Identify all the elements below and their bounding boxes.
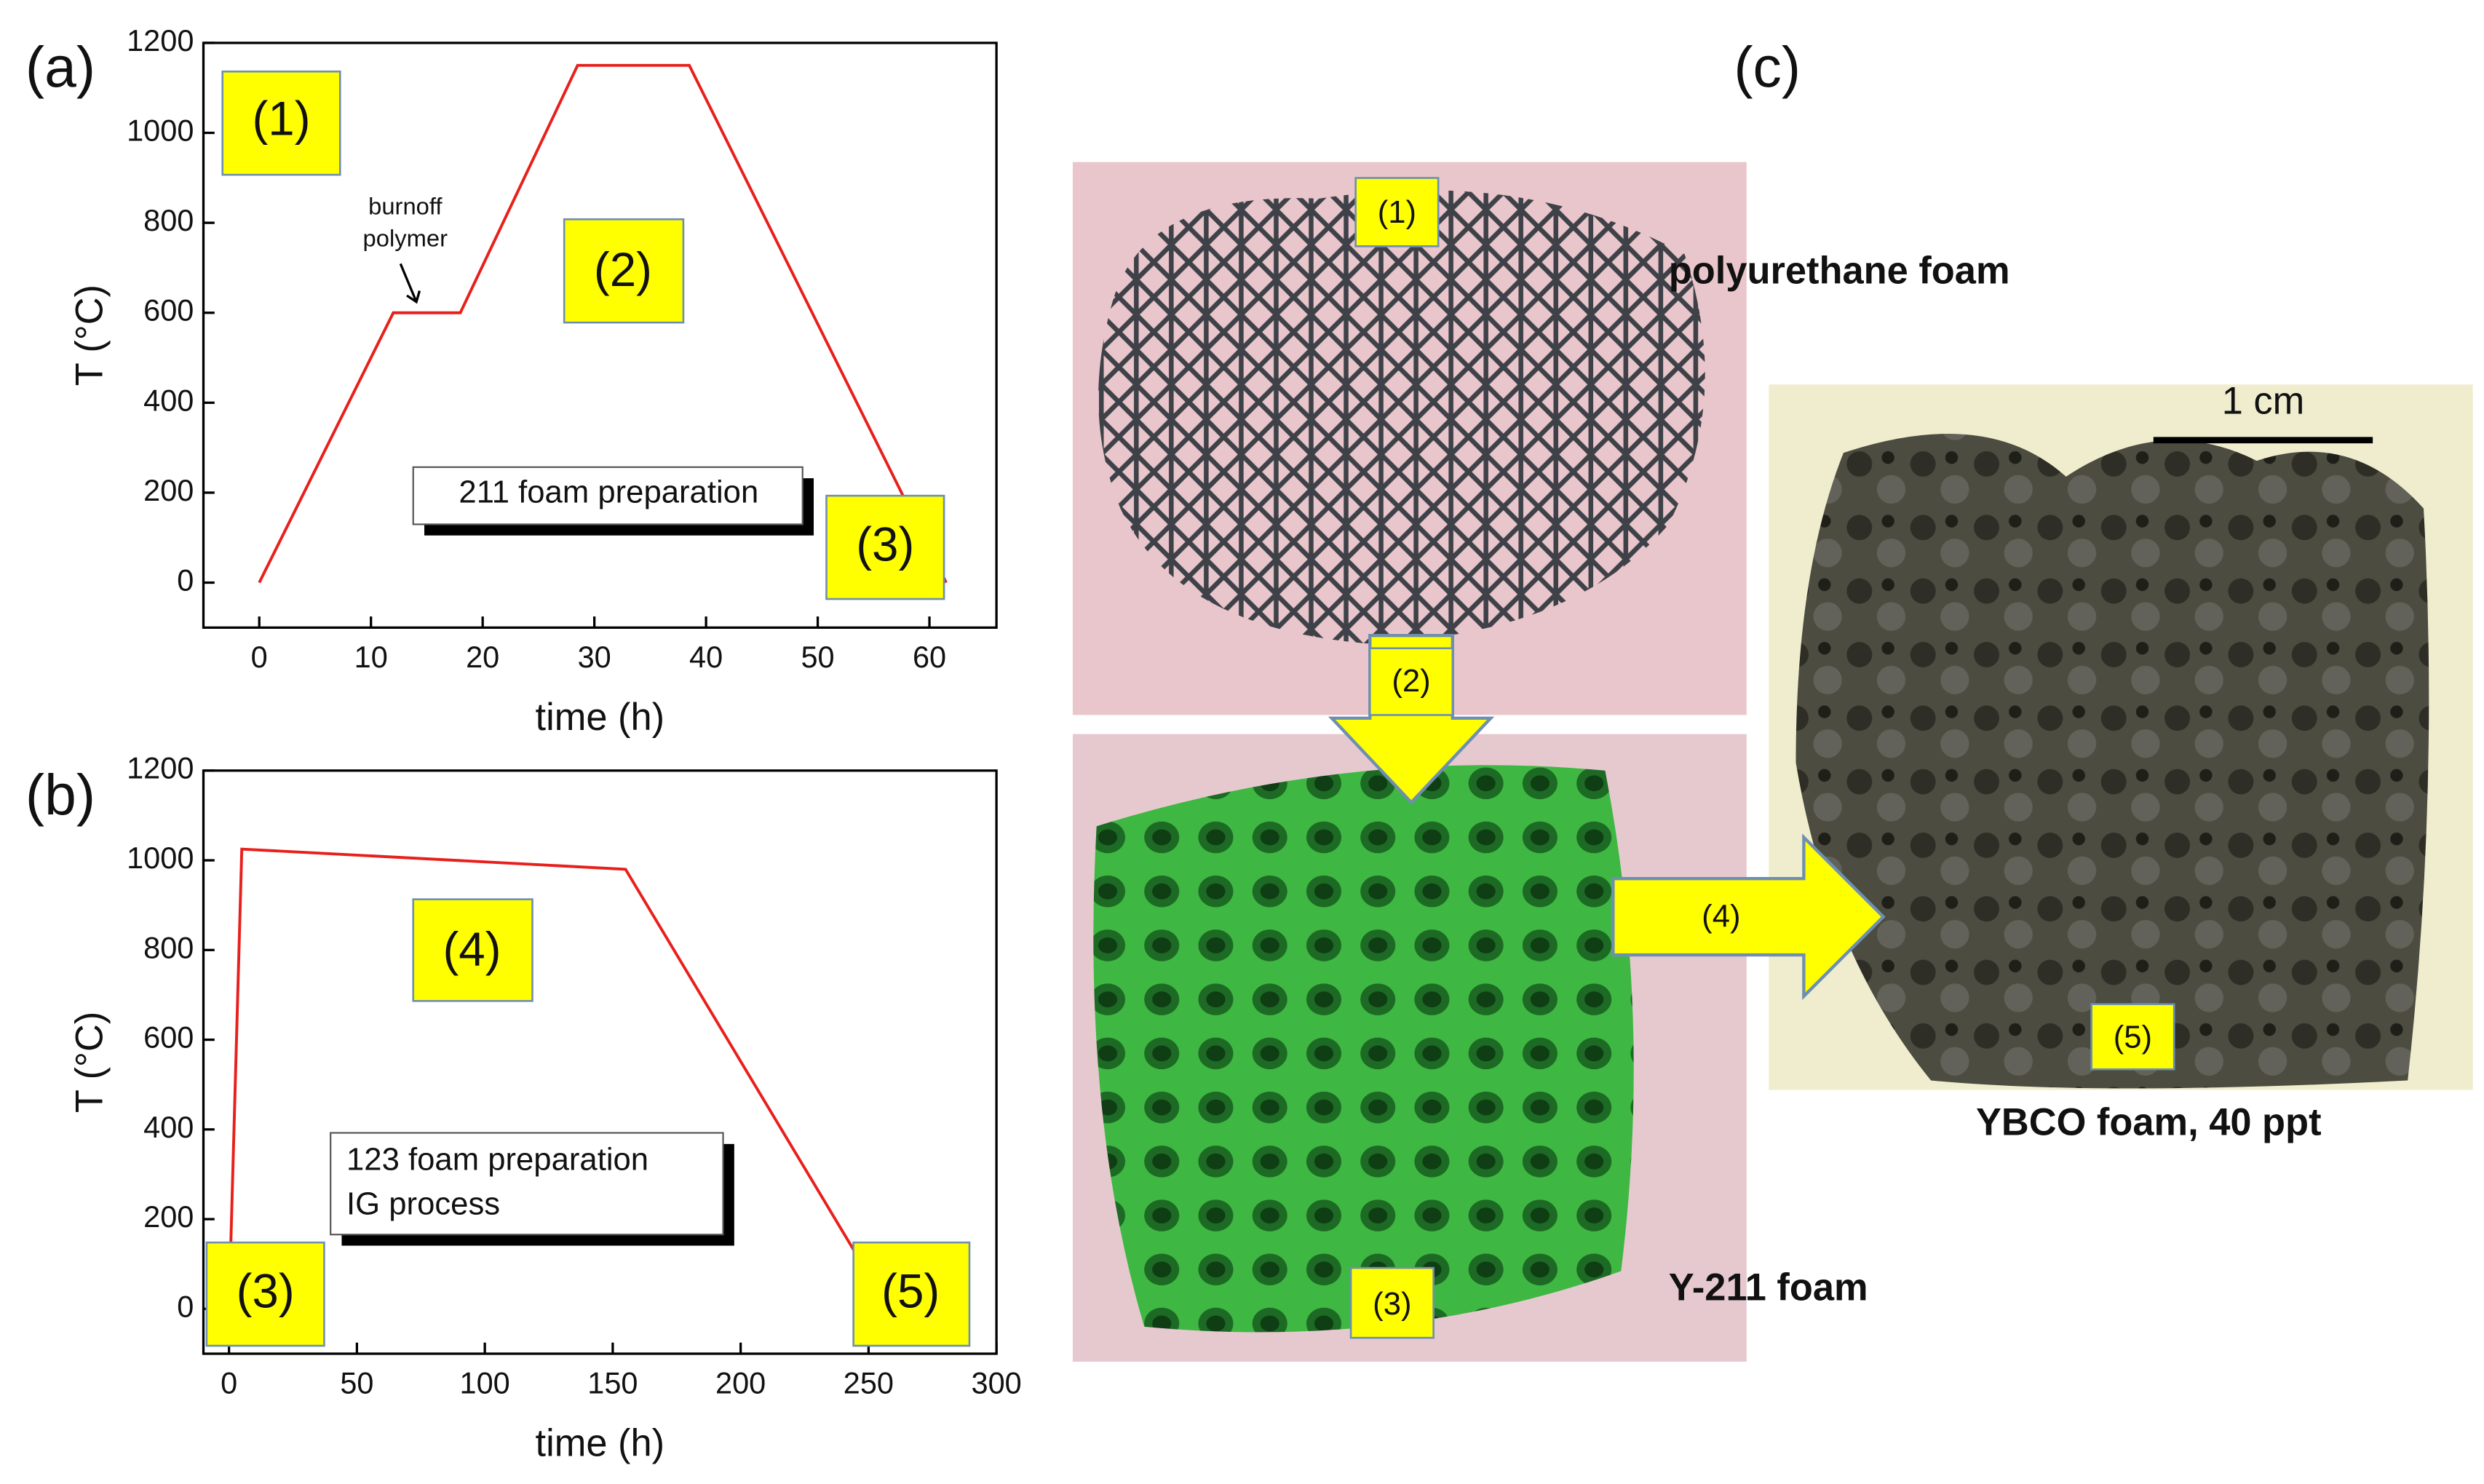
annotation: (3): [856, 517, 914, 571]
annotation-box: [412, 466, 803, 525]
annotation-box: [330, 1132, 724, 1236]
annotation: IG process: [346, 1186, 500, 1221]
annotation-box: [825, 494, 945, 600]
y-axis-title: T (°C): [68, 285, 111, 386]
annotation: 123 foam preparation: [346, 1141, 648, 1177]
step-box: [1349, 1266, 1435, 1339]
annotation-box: [221, 70, 341, 176]
caption: YBCO foam, 40 ppt: [1976, 1101, 2322, 1143]
x-tick-label: 50: [801, 640, 835, 674]
arrow-right: [1611, 833, 1886, 1001]
photo-group: [1072, 162, 2473, 1362]
step-label: (4): [1702, 898, 1740, 934]
x-tick-label: 60: [913, 640, 946, 674]
caption: polyurethane foam: [1669, 250, 2010, 292]
y-tick-label: 1200: [127, 23, 194, 57]
annotation: polymer: [363, 224, 448, 251]
photo-y211: [1093, 765, 1634, 1333]
step-label: (3): [1373, 1286, 1411, 1322]
x-tick-label: 30: [578, 640, 611, 674]
y-tick-label: 400: [143, 383, 194, 417]
annotation: 211 foam preparation: [459, 474, 758, 509]
x-tick-label: 10: [354, 640, 388, 674]
plot-frame: [202, 41, 998, 629]
x-axis-title: time (h): [536, 697, 665, 739]
step-label: (1): [1378, 194, 1416, 230]
y-tick-label: 200: [143, 473, 194, 507]
y-tick-label: 200: [143, 1199, 194, 1234]
plot-frame: [202, 769, 998, 1355]
x-tick-label: 300: [972, 1366, 1022, 1400]
y-tick-label: 1200: [127, 751, 194, 785]
x-tick-label: 200: [715, 1366, 766, 1400]
x-tick-label: 0: [251, 640, 268, 674]
annotation: (1): [252, 92, 310, 145]
y-axis-title: T (°C): [68, 1012, 111, 1113]
y-tick-label: 1000: [127, 113, 194, 147]
photo-polyurethane: [1098, 190, 1705, 644]
data-line: [227, 847, 891, 1310]
step-box: [1368, 647, 1454, 716]
step-box: [1354, 177, 1440, 247]
panel-label: (c): [1734, 35, 1801, 99]
x-axis-title: time (h): [536, 1422, 665, 1464]
x-tick-label: 100: [460, 1366, 510, 1400]
y-tick-label: 800: [143, 930, 194, 964]
y-tick-label: 1000: [127, 841, 194, 875]
x-tick-label: 0: [221, 1366, 237, 1400]
annotation-box: [205, 1241, 325, 1347]
annotation-box: [563, 218, 685, 324]
x-tick-label: 50: [340, 1366, 373, 1400]
y-tick-label: 0: [177, 563, 194, 597]
annotation-box: [852, 1241, 971, 1347]
step-label: (5): [2114, 1019, 2152, 1055]
step-box: [2090, 1003, 2175, 1071]
y-tick-label: 600: [143, 1020, 194, 1055]
annotation: (5): [881, 1265, 940, 1318]
data-line: [258, 63, 948, 584]
photo-ybco: [1795, 433, 2429, 1089]
annotation-box: [412, 898, 533, 1002]
pointer-arrow: [399, 263, 421, 304]
x-tick-label: 150: [587, 1366, 638, 1400]
annotation: burnoff: [368, 193, 443, 220]
annotation: (2): [594, 243, 652, 296]
x-tick-label: 20: [466, 640, 499, 674]
y-tick-label: 600: [143, 293, 194, 328]
panel-label: (a): [25, 35, 95, 99]
annotation: (3): [237, 1265, 295, 1318]
annotation: (4): [443, 923, 501, 976]
y-tick-label: 0: [177, 1289, 194, 1323]
scale-bar-label: 1 cm: [2222, 380, 2305, 422]
x-tick-label: 250: [844, 1366, 894, 1400]
y-tick-label: 800: [143, 203, 194, 237]
panel-label: (b): [25, 763, 95, 827]
step-label: (2): [1392, 663, 1430, 699]
y-tick-label: 400: [143, 1110, 194, 1144]
x-tick-label: 40: [689, 640, 723, 674]
caption: Y-211 foam: [1669, 1267, 1868, 1309]
